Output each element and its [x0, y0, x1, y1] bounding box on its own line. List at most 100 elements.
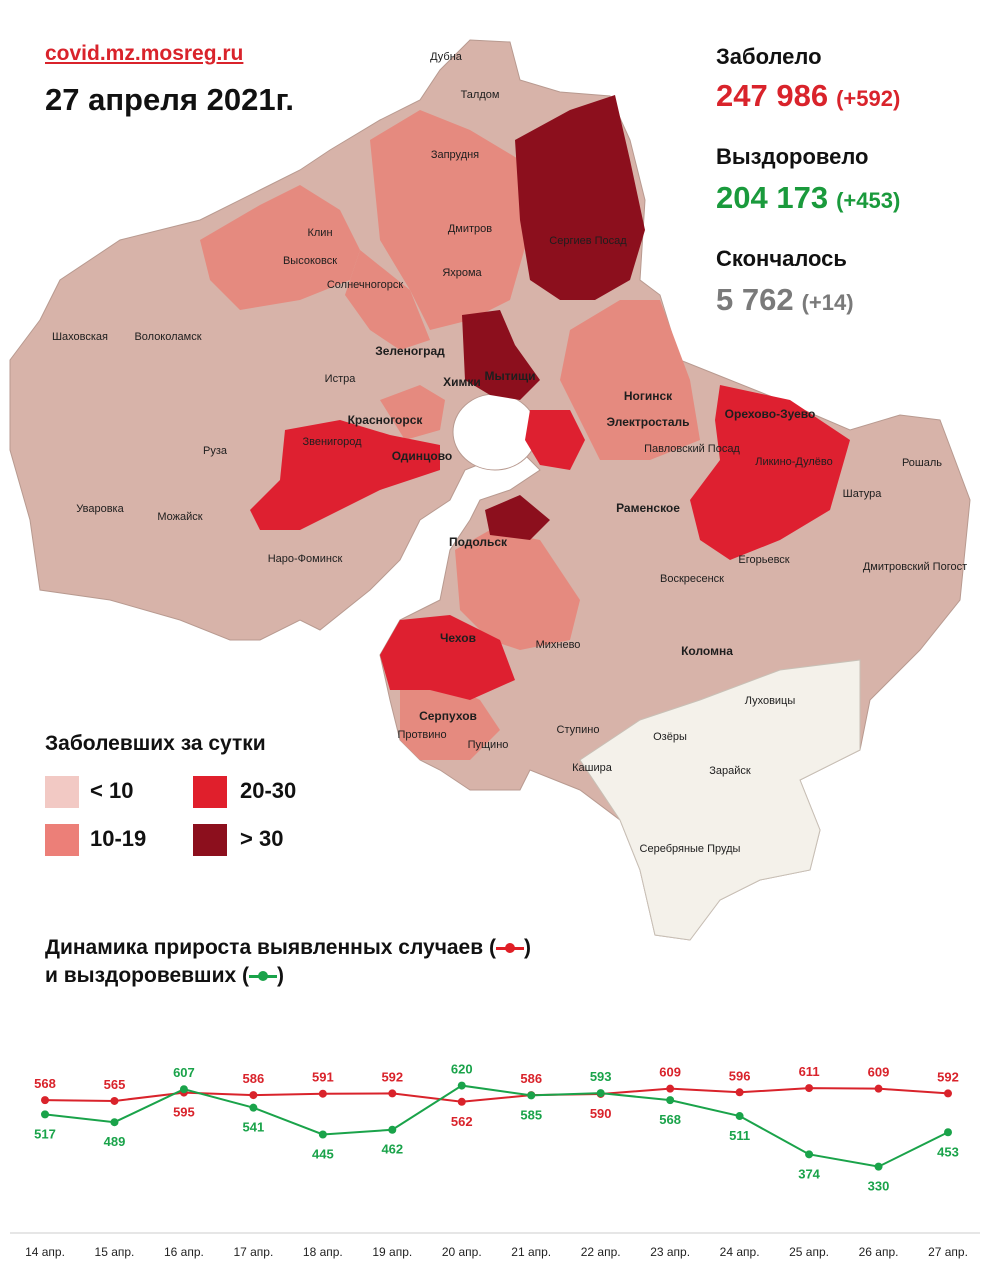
red-line-marker-icon	[495, 942, 524, 954]
cases-point	[944, 1089, 952, 1098]
x-tick-label: 20 апр.	[442, 1245, 482, 1259]
district-chekhov	[380, 615, 515, 700]
city-label: Орехово-Зуево	[725, 407, 816, 421]
district-krasnogorsk	[380, 385, 445, 440]
city-label: Рошаль	[902, 457, 942, 469]
city-label: Волоколамск	[134, 331, 201, 343]
x-tick-label: 14 апр.	[25, 1245, 65, 1259]
recovered-point	[179, 1085, 188, 1094]
district-balashikha	[525, 410, 585, 470]
city-label: Дубна	[430, 51, 463, 63]
district-orekhovo	[690, 385, 850, 560]
city-label: Воскресенск	[660, 573, 724, 585]
cases-point	[805, 1084, 814, 1093]
x-tick-label: 16 апр.	[164, 1245, 204, 1259]
infected-total: 247 986	[716, 78, 829, 113]
dynamics-title-line2-end: )	[276, 964, 284, 987]
city-label: Руза	[203, 445, 228, 457]
district-solnechnogorsk	[345, 250, 430, 350]
city-label: Высоковск	[283, 255, 337, 267]
city-label: Наро-Фоминск	[268, 553, 343, 565]
x-tick-label: 26 апр.	[859, 1245, 899, 1259]
site-link[interactable]: covid.mz.mosreg.ru	[45, 42, 244, 65]
district-mytishchi	[462, 310, 540, 400]
recovered-value-label: 374	[798, 1166, 820, 1181]
district-dmitrov	[370, 110, 530, 330]
cases-value-label: 595	[173, 1105, 195, 1120]
cases-value-label: 562	[451, 1114, 473, 1129]
city-label: Раменское	[616, 501, 680, 515]
recovered-total: 204 173	[716, 180, 829, 215]
cases-point	[735, 1088, 744, 1097]
x-tick-label: 22 апр.	[581, 1245, 621, 1259]
recovered-series-line	[44, 1084, 949, 1168]
recovered-delta: (+453)	[836, 188, 901, 213]
city-label: Можайск	[157, 511, 202, 523]
recovered-point	[249, 1103, 258, 1112]
x-tick-label: 15 апр.	[95, 1245, 135, 1259]
city-label: Егорьевск	[738, 554, 789, 566]
recovered-point	[666, 1096, 675, 1105]
region-map: Дубна Талдом Запрудня Клин Высоковск Дмитров Я…	[9, 39, 971, 941]
district-noginsk	[560, 300, 700, 460]
recovered-point	[318, 1130, 327, 1139]
cases-value-label: 592	[381, 1069, 403, 1084]
x-tick-label: 21 апр.	[511, 1245, 551, 1259]
legend-swatch-10-19	[45, 824, 79, 856]
city-label: Дмитров	[448, 223, 492, 235]
city-label: Серпухов	[419, 709, 477, 723]
district-sergiev-posad	[515, 95, 645, 300]
infected-delta: (+592)	[836, 86, 901, 111]
recovered-point	[41, 1110, 49, 1119]
legend-label-gt30: > 30	[240, 826, 284, 851]
legend-swatch-gt30	[193, 824, 227, 856]
dynamics-title-line2: и выздоровевших (	[45, 964, 249, 987]
cases-value-label: 586	[520, 1071, 542, 1086]
infected-label: Заболело	[716, 44, 822, 69]
legend-swatch-20-30	[193, 776, 227, 808]
city-label: Истра	[325, 373, 357, 385]
recovered-point	[110, 1118, 119, 1127]
recovered-value-label: 620	[451, 1062, 473, 1077]
city-label: Озёры	[653, 731, 687, 743]
city-label: Талдом	[461, 89, 500, 101]
city-label: Зарайск	[709, 765, 751, 777]
recovered-value-label: 541	[243, 1120, 265, 1135]
city-label: Зеленоград	[375, 344, 445, 358]
city-label: Серебряные Пруды	[640, 843, 741, 855]
city-label: Яхрома	[442, 267, 482, 279]
recovered-value: 204 173 (+453)	[716, 180, 900, 216]
city-label: Электросталь	[607, 415, 690, 429]
recovered-value-label: 607	[173, 1065, 195, 1080]
x-tick-label: 23 апр.	[650, 1245, 690, 1259]
city-label: Уваровка	[76, 503, 124, 515]
dynamics-title-line1-end: )	[523, 936, 531, 959]
recovered-point	[388, 1125, 397, 1134]
recovered-point	[735, 1112, 744, 1121]
recovered-value-label: 330	[868, 1179, 890, 1194]
x-tick-label: 19 апр.	[372, 1245, 412, 1259]
moscow-hole	[452, 393, 538, 471]
recovered-value-label: 585	[520, 1107, 542, 1122]
city-label: Подольск	[449, 535, 508, 549]
green-line-marker-icon	[248, 970, 277, 982]
district-klin	[200, 185, 360, 310]
city-label: Коломна	[681, 644, 733, 658]
cases-value-label: 592	[937, 1069, 959, 1084]
city-label: Ступино	[557, 724, 600, 736]
dynamics-title-line1: Динамика прироста выявленных случаев (	[45, 936, 496, 959]
x-tick-label: 18 апр.	[303, 1245, 343, 1259]
recovered-value-label: 568	[659, 1112, 681, 1127]
city-label: Кашира	[572, 762, 613, 774]
cases-point	[318, 1089, 327, 1098]
city-label: Шаховская	[52, 331, 108, 343]
x-tick-label: 25 апр.	[789, 1245, 829, 1259]
city-label: Дмитровский Погост	[863, 561, 967, 573]
cases-point	[249, 1091, 258, 1100]
cases-value-label: 609	[659, 1065, 681, 1080]
dynamics-title: Динамика прироста выявленных случаев () …	[45, 934, 531, 990]
legend-label-10-19: 10-19	[90, 826, 147, 851]
city-label: Протвино	[397, 729, 446, 741]
recovered-value-label: 462	[381, 1142, 403, 1157]
recovered-value-label: 517	[34, 1126, 56, 1141]
